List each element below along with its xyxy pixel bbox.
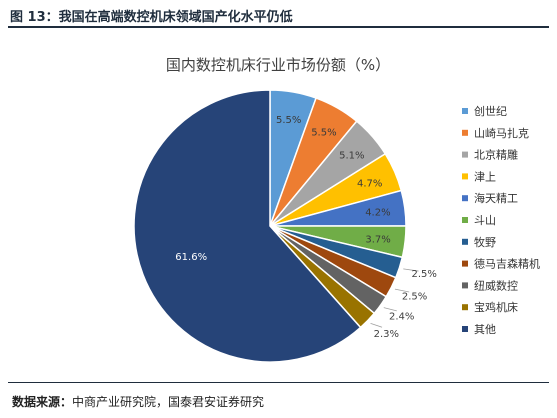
slice-data-label: 2.5% [411, 269, 436, 280]
leader-line [394, 288, 410, 293]
top-rule [8, 26, 549, 28]
legend-swatch [462, 282, 468, 289]
legend-label: 纽威数控 [474, 278, 518, 292]
pie-slice [133, 89, 362, 363]
legend-swatch [462, 151, 468, 158]
legend-swatch [462, 326, 468, 332]
slice-data-label: 4.7% [357, 179, 382, 190]
slice-data-label: 4.2% [365, 208, 390, 219]
slice-data-label: 3.7% [365, 235, 390, 246]
chart-title: 国内数控机床行业市场份额（%） [166, 56, 390, 74]
slice-data-label: 2.4% [389, 312, 414, 323]
legend-swatch [462, 129, 468, 136]
slice-data-label: 5.5% [276, 115, 301, 126]
leader-line [370, 323, 383, 328]
pie-chart: 国内数控机床行业市场份额（%） 5.5%5.5%5.1%4.7%4.2%3.7%… [133, 56, 540, 363]
legend-swatch [462, 173, 468, 180]
slice-data-label: 5.5% [311, 128, 336, 139]
legend-swatch [462, 217, 468, 223]
bottom-rule [8, 382, 549, 383]
legend-label: 津上 [474, 170, 496, 183]
legend-label: 德马吉森精机 [474, 257, 540, 271]
slice-data-label: 2.3% [374, 329, 399, 340]
legend-label: 北京精雕 [474, 148, 518, 162]
figure-title: 图 13：我国在高端数控机床领域国产化水平仍低 [10, 10, 293, 25]
legend-swatch [462, 260, 468, 267]
slice-data-label: 61.6% [175, 252, 207, 263]
legend-label: 其他 [474, 323, 496, 336]
legend-label: 牧野 [474, 235, 496, 249]
leader-line [383, 307, 397, 312]
legend-label: 山崎马扎克 [474, 126, 529, 140]
slice-data-label: 2.5% [402, 292, 427, 303]
source-note: 数据来源：中商产业研究院，国泰君安证券研究 [12, 393, 264, 410]
legend-label: 创世纪 [474, 105, 507, 118]
legend-swatch [462, 108, 468, 114]
legend-label: 斗山 [474, 214, 496, 227]
source-text: 中商产业研究院，国泰君安证券研究 [72, 395, 265, 409]
legend-label: 宝鸡机床 [474, 300, 518, 314]
slice-data-label: 5.1% [339, 150, 364, 161]
legend-label: 海天精工 [474, 191, 518, 205]
legend-swatch [462, 195, 468, 202]
legend-swatch [462, 304, 468, 311]
leader-line [403, 268, 419, 272]
legend-swatch [462, 238, 468, 245]
source-label: 数据来源： [12, 395, 73, 409]
